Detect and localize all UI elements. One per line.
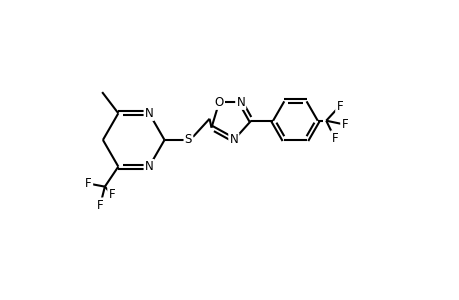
Text: N: N — [236, 96, 245, 109]
Text: F: F — [330, 131, 337, 145]
Text: F: F — [97, 199, 103, 212]
Text: S: S — [185, 134, 192, 146]
Text: N: N — [145, 160, 153, 173]
Text: F: F — [341, 118, 347, 131]
Text: F: F — [85, 177, 92, 190]
Text: N: N — [145, 107, 153, 120]
Text: F: F — [336, 100, 342, 112]
Text: O: O — [214, 96, 224, 109]
Text: F: F — [108, 188, 115, 201]
Text: N: N — [229, 134, 238, 146]
